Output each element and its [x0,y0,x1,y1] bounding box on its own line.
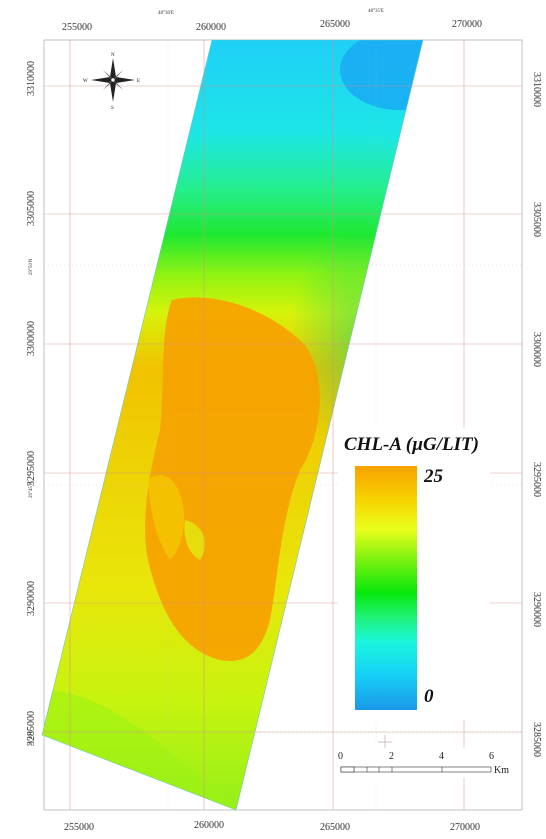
compass-w-label: W [83,79,88,84]
easting-top-1: 255000 [62,22,92,33]
northing-right-5: 3290000 [531,592,542,627]
easting-bottom-3: 265000 [320,822,350,833]
compass-s-label: S [111,106,114,111]
compass-e-label: E [137,79,140,84]
scale-bar-background [334,748,510,778]
compass-n-label: N [111,53,115,58]
scale-bar [340,766,492,773]
geo-left-1: 29°50'N [29,258,34,275]
northing-right-6: 3285000 [531,722,542,757]
legend-max-value: 25 [424,466,443,487]
northing-left-3: 3300000 [26,321,37,356]
geo-top-1: 48°30'E [158,11,174,16]
easting-bottom-1: 255000 [64,822,94,833]
legend-color-ramp [355,466,417,710]
crosshair-marker [378,735,392,749]
northing-right-1: 3310000 [531,72,542,107]
scale-tick-2: 2 [389,751,394,762]
compass-rose-icon: N S E W [83,53,140,111]
northing-right-2: 3305000 [531,202,542,237]
easting-top-4: 270000 [452,19,482,30]
easting-bottom-4: 270000 [450,822,480,833]
legend-min-value: 0 [424,686,434,707]
geo-left-3: 29°40'N [29,729,34,746]
easting-top-2: 260000 [196,22,226,33]
northing-left-2: 3305000 [26,191,37,226]
easting-bottom-2: 260000 [194,820,224,831]
scale-unit: Km [494,765,509,776]
orange-high-concentration-area [145,297,320,661]
geo-top-2: 48°35'E [368,9,384,14]
northing-left-1: 3310000 [26,61,37,96]
geo-left-2: 29°45'N [29,481,34,498]
northing-left-4: 3295000 [26,451,37,486]
northing-left-5: 3290000 [26,581,37,616]
scale-tick-0: 0 [338,751,343,762]
scale-tick-4: 4 [439,751,444,762]
geographic-graticule [44,40,522,810]
northing-left-6: 3285000 [26,711,37,746]
legend-title: CHL-A (µG/LIT) [344,434,479,455]
northing-right-4: 3295000 [531,462,542,497]
easting-top-3: 265000 [320,19,350,30]
northing-right-3: 3300000 [531,332,542,367]
scale-tick-6: 6 [489,751,494,762]
